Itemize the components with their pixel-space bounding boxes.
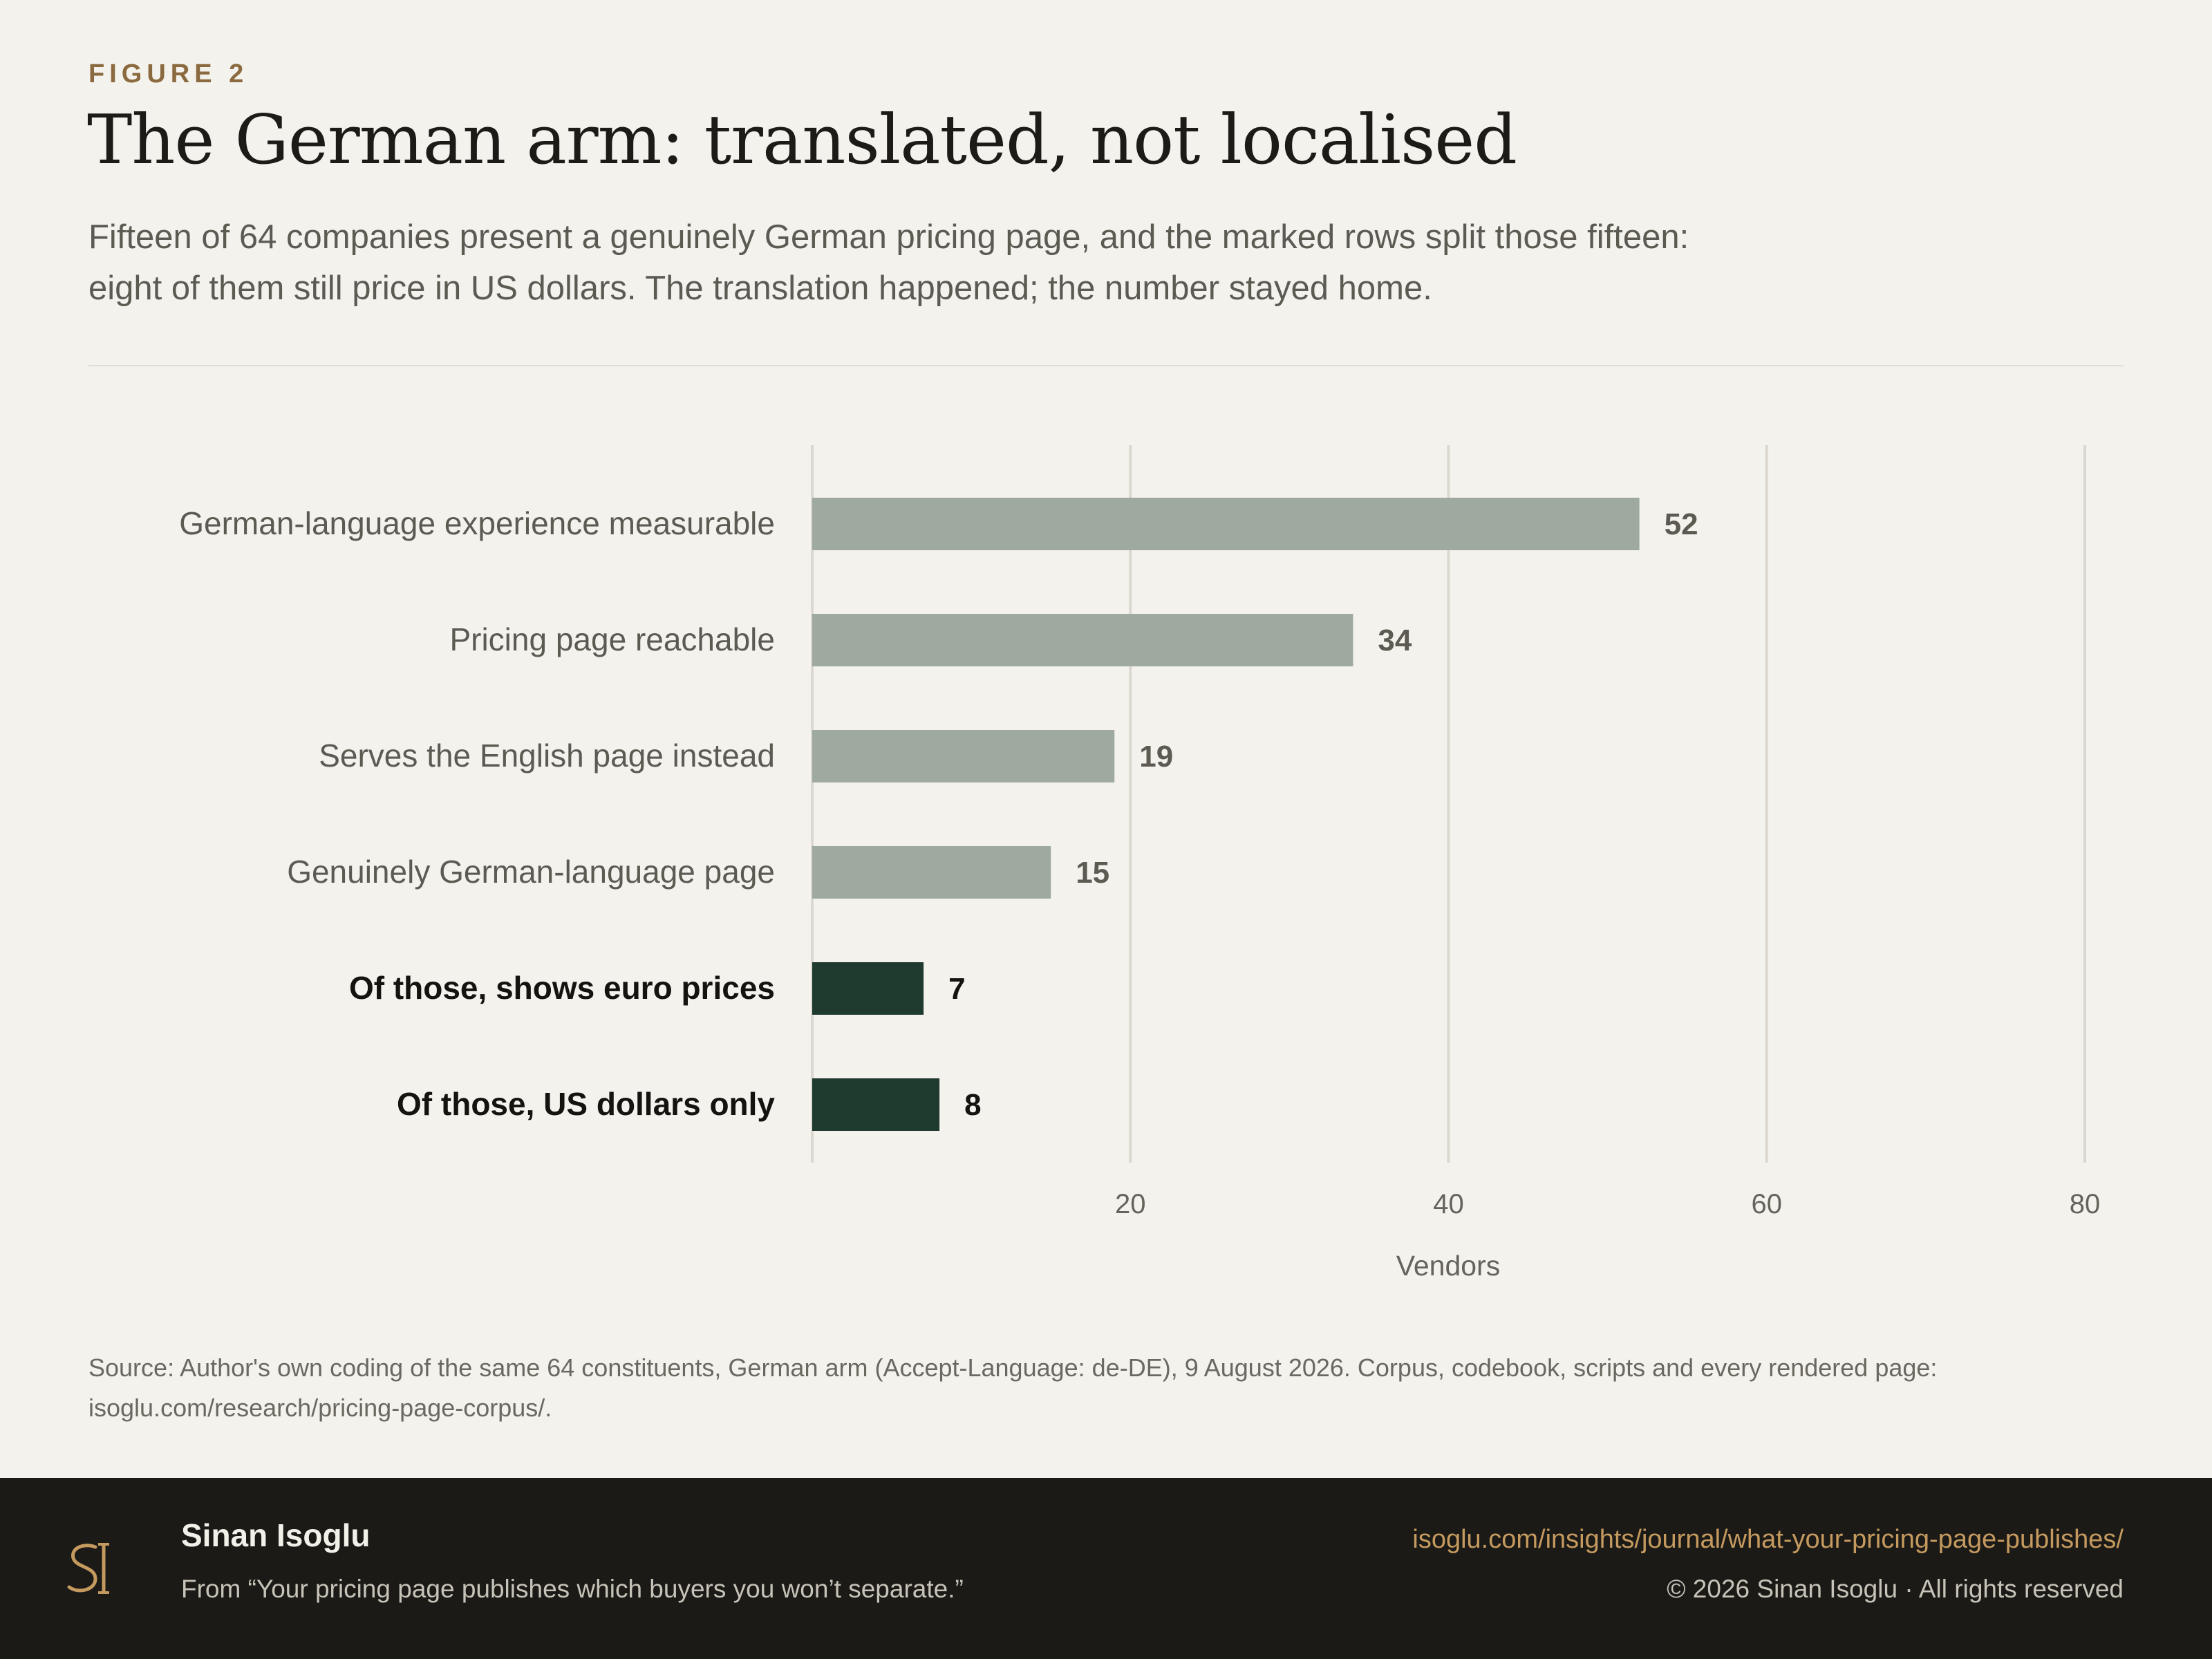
bar [812,498,1640,550]
x-tick-label: 60 [1752,1189,1783,1219]
source-note: Source: Author's own coding of the same … [88,1353,1938,1422]
x-tick-label: 20 [1115,1189,1146,1219]
bar [812,730,1115,782]
value-label: 19 [1139,740,1173,774]
header-divider [88,365,2124,366]
chart-grid [811,445,2086,1163]
article-link[interactable]: isoglu.com/insights/journal/what-your-pr… [1412,1525,2124,1554]
footer: Sinan Isoglu From “Your pricing page pub… [0,1478,2212,1659]
article-reference: From “Your pricing page publishes which … [181,1575,964,1603]
chart-bars [812,498,1640,1131]
bar-chart: 20 40 60 80 German-language experience measu… [179,445,2100,1282]
bar [812,614,1353,666]
x-tick-label: 40 [1433,1189,1464,1219]
category-label: Pricing page reachable [449,621,775,657]
value-label: 8 [964,1088,981,1122]
bar [812,962,924,1015]
page-title: The German arm: translated, not localise… [87,101,1517,180]
value-label: 52 [1665,507,1698,541]
category-label: Serves the English page instead [319,738,775,774]
category-label: Of those, US dollars only [397,1086,775,1122]
bar [812,846,1051,899]
x-tick-label: 80 [2070,1189,2101,1219]
si-monogram-icon [67,1543,109,1594]
category-label: Of those, shows euro prices [349,970,775,1006]
category-label: Genuinely German-language page [287,854,775,890]
bar [812,1078,940,1131]
author-name: Sinan Isoglu [181,1517,371,1553]
value-label: 7 [948,972,965,1006]
figure-kicker: FIGURE 2 [88,59,249,88]
value-label: 15 [1076,856,1109,890]
copyright-notice: © 2026 Sinan Isoglu · All rights reserve… [1667,1575,2124,1603]
page-subtitle: Fifteen of 64 companies present a genuin… [88,218,1689,307]
value-label: 34 [1378,624,1412,657]
x-axis-label: Vendors [1396,1250,1500,1282]
category-label: German-language experience measurable [179,505,775,541]
chart-labels: 20 40 60 80 German-language experience measu… [179,505,2100,1219]
